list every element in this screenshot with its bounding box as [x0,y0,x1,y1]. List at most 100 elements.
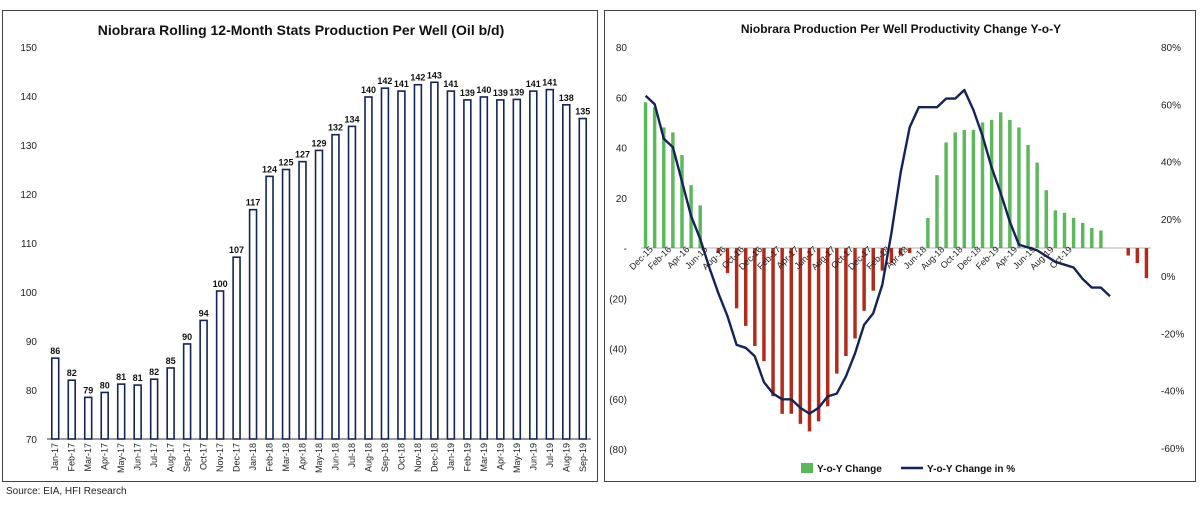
bar [166,367,175,440]
data-label: 143 [427,70,442,80]
y-tick-label-right: -20% [1161,329,1184,340]
bar [562,104,571,440]
bar [816,248,821,422]
bar [971,129,976,248]
x-tick-label: Dec-17 [232,443,242,472]
data-label: 141 [542,78,557,88]
bar [862,248,866,311]
y-tick-label: 110 [21,239,37,250]
x-tick-label: Mar-19 [479,443,489,472]
bar [662,127,666,248]
bar [1090,227,1094,248]
bar [149,378,159,440]
bar [116,383,126,440]
productivity-change-chart: Niobrara Production Per Well Productivit… [609,22,1184,475]
x-tick-label: Oct-18 [396,443,406,470]
x-tick-label: Aug-17 [166,443,176,472]
production-per-well-chart-panel: Niobrara Rolling 12-Month Stats Producti… [2,10,598,482]
data-label: 117 [246,198,261,208]
bar [753,248,757,346]
bar [643,102,648,249]
y-tick-label-left: (40) [609,345,627,356]
bar [347,125,357,440]
bar [314,149,324,440]
bar [953,132,957,248]
bar [671,132,675,248]
x-tick-label: Nov-17 [215,443,225,472]
bar [1126,248,1130,256]
bar [980,122,985,248]
x-tick-label: Jun-19 [528,443,538,471]
bar [1144,248,1149,279]
data-label: 140 [476,85,491,95]
bar [232,256,241,440]
x-tick-label: Feb-19 [462,443,472,472]
bar [807,248,812,432]
x-tick-label: Jun-17 [133,443,143,471]
y-tick-label-right: 60% [1161,100,1181,111]
y-tick-label: 70 [26,435,38,446]
bar [835,248,839,374]
bar [744,248,748,326]
bar [798,248,803,424]
y-tick-label-right: 80% [1161,43,1181,54]
x-tick-label: Sep-18 [380,443,390,472]
data-label: 82 [67,368,77,378]
bar [962,129,967,248]
bar [578,117,588,440]
bar [1017,127,1021,248]
bar [215,290,225,440]
data-label: 139 [460,88,475,98]
x-tick-label: Apr-19 [495,443,505,470]
data-label: 107 [229,245,244,255]
data-label: 127 [295,150,310,160]
data-label: 90 [182,332,192,342]
bar [898,248,903,256]
y-tick-label-left: (80) [609,445,627,456]
bar [698,205,702,248]
x-tick-label: Jan-17 [50,443,60,471]
bar [725,248,730,274]
bar [716,248,721,254]
x-tick-label: Dec-18 [429,443,439,472]
bar [907,248,912,254]
series-line [644,88,1111,415]
x-tick-label: Aug-18 [363,443,373,472]
bar [999,112,1003,248]
chart-title: Niobrara Production Per Well Productivit… [741,22,1061,36]
legend-label-bars: Y-o-Y Change [817,464,882,475]
y-tick-label-right: 0% [1161,272,1176,283]
bar [1053,210,1058,248]
x-tick-label: Mar-18 [281,443,291,472]
data-label: 135 [575,107,590,117]
data-label: 82 [149,367,159,377]
bar [789,248,793,414]
bar [496,99,505,440]
bar [1135,248,1140,264]
legend-swatch-bars [801,463,813,473]
bar [413,83,423,440]
data-label: 80 [100,380,110,390]
x-tick-label: May-17 [116,443,126,473]
bar [844,248,848,357]
y-tick-label-right: -60% [1161,444,1184,455]
bar [281,168,291,440]
legend: Y-o-Y Change Y-o-Y Change in % [801,463,1015,475]
bar [364,96,373,440]
y-tick-label-right: 40% [1161,158,1181,169]
data-label: 129 [311,138,326,148]
x-tick-label: Jul-18 [347,443,357,468]
y-tick-label-right: -40% [1161,387,1184,398]
bar [331,133,340,440]
x-tick-label: Jun-18 [330,443,340,471]
x-tick-label: Jan-19 [446,443,456,471]
y-tick-label: 130 [20,141,37,152]
y-tick-label: 140 [20,92,37,103]
x-tick-label: Jul-17 [149,443,159,468]
y-tick-label: 90 [26,337,38,348]
data-label: 134 [344,114,359,124]
data-label: 85 [166,356,176,366]
y-tick-label-left: 40 [616,144,628,155]
y-tick-label: 100 [20,288,37,299]
bar [545,88,555,440]
